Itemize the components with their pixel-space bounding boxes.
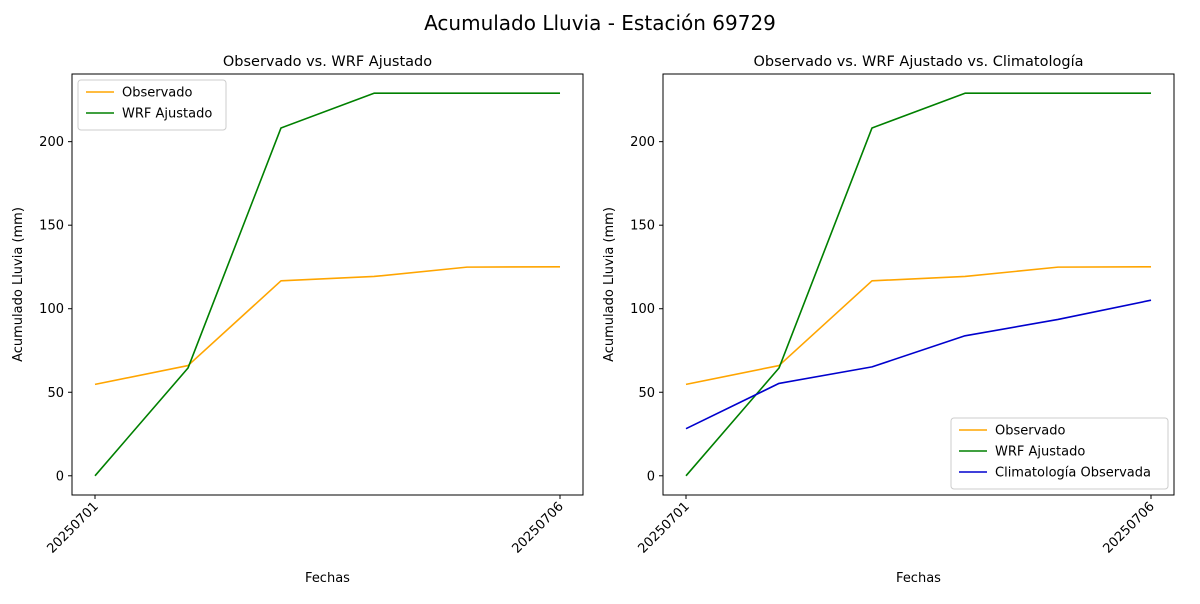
chart-panel-right: Observado vs. WRF Ajustado vs. Climatolo…	[602, 54, 1175, 586]
y-tick-label: 0	[56, 469, 64, 484]
x-axis-label: Fechas	[896, 571, 941, 586]
plot-frame	[71, 73, 584, 496]
figure-title: Acumulado Lluvia - Estación 69729	[424, 11, 776, 35]
chart-panel-left: Observado vs. WRF Ajustado 0 50 100 150 200 20…	[11, 54, 584, 586]
y-tick-label: 50	[638, 386, 655, 401]
plot-frame	[662, 73, 1175, 496]
chart-title: Observado vs. WRF Ajustado	[223, 54, 432, 70]
legend-label: Observado	[122, 86, 193, 101]
y-tick-label: 200	[39, 135, 64, 150]
x-tick-label: 20250701	[44, 499, 101, 556]
y-tick-label: 0	[647, 469, 655, 484]
chart-title: Observado vs. WRF Ajustado vs. Climatolo…	[754, 54, 1084, 70]
y-axis-label: Acumulado Lluvia (mm)	[11, 207, 26, 362]
series-line-1	[94, 265, 561, 386]
series-line-3	[685, 299, 1152, 430]
legend: Observado WRF Ajustado Climatología Observ…	[950, 417, 1169, 490]
legend-label: Climatología Observada	[995, 466, 1151, 481]
y-tick-label: 200	[630, 135, 655, 150]
x-tick-label: 20250706	[1100, 499, 1157, 556]
legend-box	[77, 79, 227, 131]
series-line-2	[94, 92, 561, 477]
y-tick-label: 100	[630, 302, 655, 317]
y-tick-label: 150	[630, 219, 655, 234]
y-tick-label: 50	[47, 386, 64, 401]
y-tick-label: 100	[39, 302, 64, 317]
legend-label: Observado	[995, 424, 1066, 439]
legend-box	[950, 417, 1169, 490]
y-tick-label: 150	[39, 219, 64, 234]
series-line-2	[685, 92, 1152, 477]
legend-label: WRF Ajustado	[122, 107, 212, 122]
y-axis-label: Acumulado Lluvia (mm)	[602, 207, 617, 362]
x-tick-label: 20250701	[635, 499, 692, 556]
x-axis-label: Fechas	[305, 571, 350, 586]
series-line-1	[685, 265, 1152, 386]
legend: Observado WRF Ajustado	[77, 79, 227, 131]
legend-label: WRF Ajustado	[995, 445, 1085, 460]
x-tick-label: 20250706	[509, 499, 566, 556]
